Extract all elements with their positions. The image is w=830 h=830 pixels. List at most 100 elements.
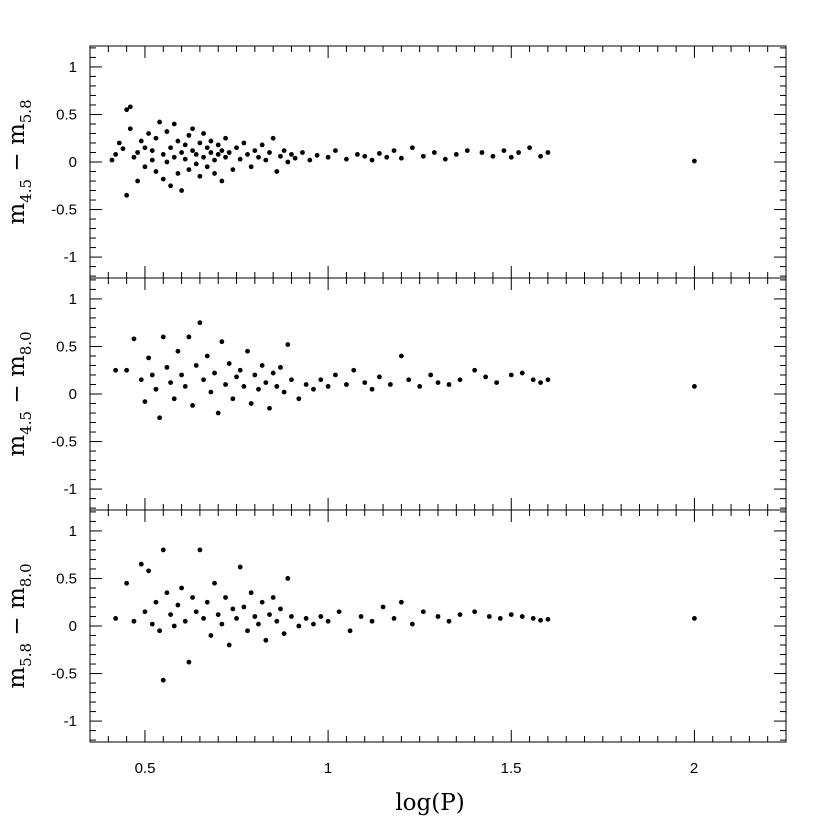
data-point [409,145,415,151]
x-tick-label-0.5: 0.5 [135,760,156,777]
data-point [380,604,386,610]
data-point [219,178,225,184]
data-point [124,192,130,198]
data-point [168,380,173,385]
data-point [384,154,390,160]
data-point [538,380,543,385]
data-point [387,382,393,387]
data-point [204,145,210,151]
data-point [311,621,316,627]
data-point [168,183,173,189]
data-point [267,612,272,617]
data-point [263,637,269,643]
panel-3: 1 0.5 0 -0.5 -1 m5.8 − m8.0 [4,509,787,743]
data-point [135,150,141,155]
data-point [131,154,137,160]
x-axis-title: log(P) [395,790,464,816]
data-point [245,151,250,157]
data-point [175,348,181,354]
data-point [124,580,130,586]
data-point [142,164,148,170]
data-point [186,132,192,138]
data-point [409,621,415,627]
data-point [530,377,536,383]
panel-1-y-ticks: 1 0.5 0 -0.5 -1 [51,47,786,277]
data-point [219,621,225,627]
data-point [186,167,192,173]
y-tick-label: -0.5 [51,666,77,683]
data-point [179,372,184,378]
data-point [256,621,261,627]
data-point [237,564,243,570]
data-point [201,615,206,621]
data-point [472,367,478,373]
data-point [212,171,217,176]
data-point [182,142,188,148]
data-point [270,135,276,141]
data-point [311,386,316,392]
data-point [153,135,159,141]
data-point [281,148,287,153]
data-point [508,612,514,617]
data-point [300,150,305,155]
data-point [248,590,254,596]
data-point [146,568,152,574]
data-point [256,386,261,392]
data-point [351,367,357,373]
data-point [113,367,119,373]
data-point [135,178,141,184]
data-point [215,410,221,416]
panel-3-points [113,547,697,683]
data-point [270,595,276,600]
data-point [193,151,199,157]
data-point [116,140,122,146]
data-point [168,145,173,151]
data-point [175,171,181,176]
data-point [149,621,155,627]
data-point [168,612,173,617]
data-point [508,154,514,160]
data-point [281,631,287,637]
data-point [212,580,217,586]
data-point [197,140,203,146]
data-point [138,138,144,144]
data-point [179,585,184,591]
data-point [538,617,543,623]
data-point [197,320,203,326]
data-point [226,150,232,155]
data-point [483,374,489,380]
data-point [344,382,349,387]
data-point [171,396,177,402]
data-point [175,602,181,608]
data-point [420,609,426,615]
data-point [113,615,119,621]
data-point [234,145,239,151]
data-point [153,599,159,605]
data-point [164,159,170,165]
data-point [398,155,404,161]
data-point [442,156,448,162]
data-point [376,374,382,380]
data-point [208,389,214,395]
data-point [376,151,382,156]
data-point [289,377,294,383]
data-point [281,389,287,395]
data-point [171,623,177,629]
y-tick-label: 1 [69,291,77,308]
panel-1: 1 0.5 0 -0.5 -1 m4.5 − m5.8 [4,45,787,279]
data-point [347,628,353,634]
data-point [157,119,163,125]
data-point [355,151,360,157]
data-point [457,377,463,383]
panel-3-y-ticks: 1 0.5 0 -0.5 -1 [51,511,786,741]
data-point [197,547,203,553]
data-point [428,372,434,378]
data-point [303,615,309,621]
data-point [142,399,148,405]
data-point [398,599,404,605]
data-point [303,382,309,387]
y-tick-label: 0 [69,618,77,635]
data-point [446,382,452,387]
data-point [149,372,155,378]
panel-1-y-axis-title: m4.5 − m5.8 [4,99,35,224]
